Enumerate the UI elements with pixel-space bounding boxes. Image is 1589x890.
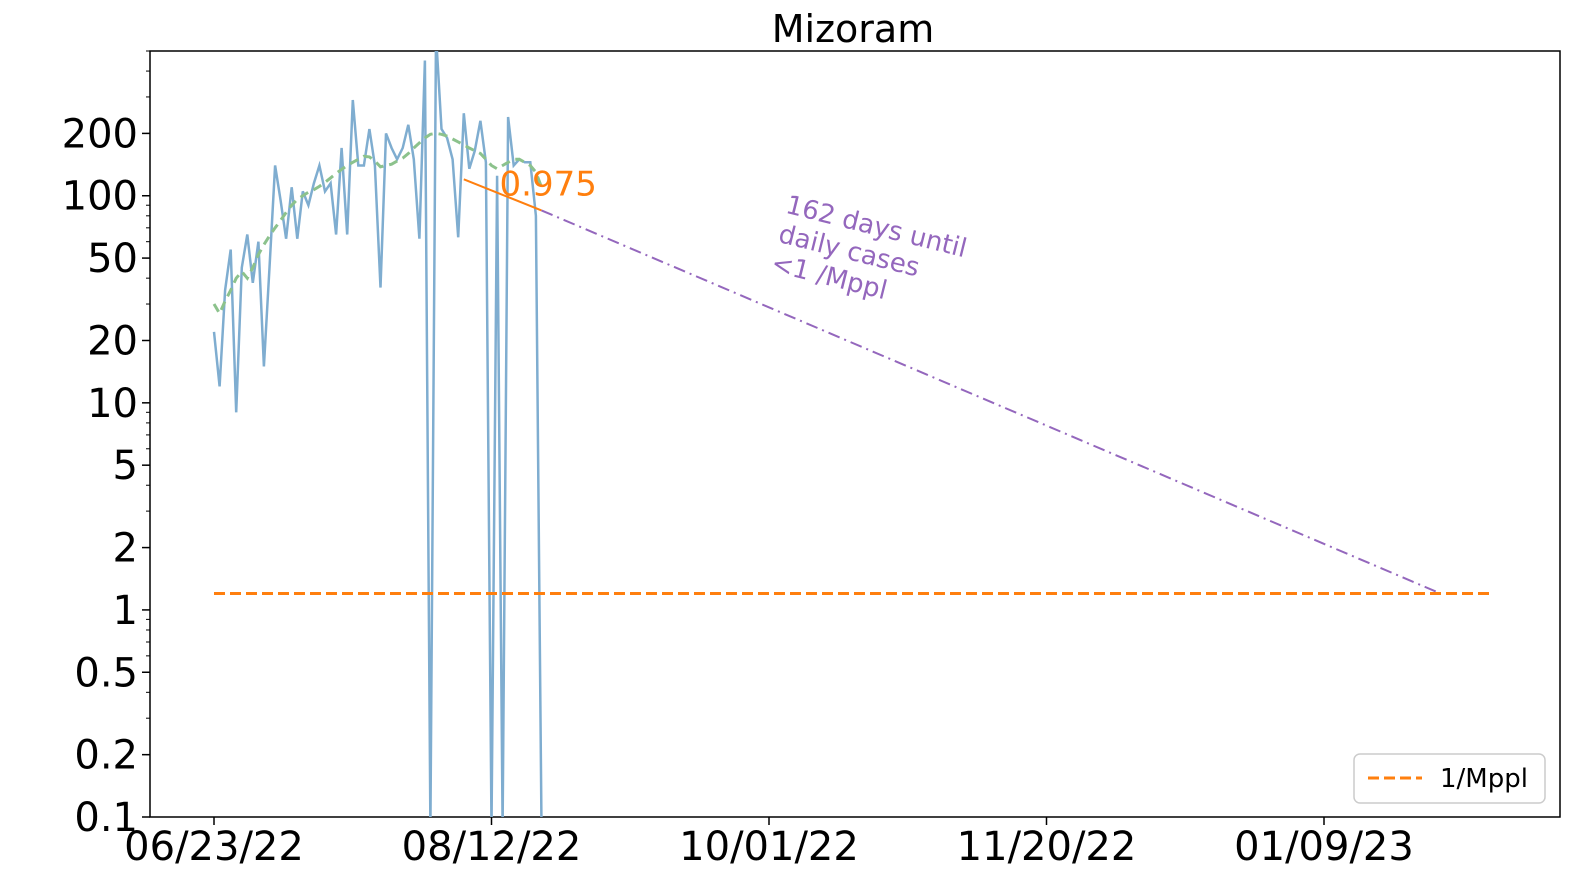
y-tick-label: 0.1 [74, 795, 138, 841]
annotation-layer: 0.975 162 days until daily cases <1 /Mpp… [500, 164, 970, 306]
series-layer [212, 51, 1491, 817]
legend: 1/Mppl [1353, 753, 1546, 804]
trend-ratio-label: 0.975 [500, 164, 597, 204]
x-axis-ticks: 06/23/22 08/12/22 10/01/22 11/20/22 01/09/23 [124, 817, 1414, 870]
series-projection [541, 209, 1441, 595]
y-tick-label: 200 [62, 111, 138, 157]
legend-label-1-mppl: 1/Mppl [1440, 764, 1528, 794]
legend-box [1353, 753, 1546, 804]
x-tick-label: 01/09/23 [1234, 824, 1414, 870]
x-tick-label: 06/23/22 [124, 824, 304, 870]
series-daily-cases [212, 51, 543, 817]
plot-area [149, 50, 1561, 818]
y-tick-label: 0.2 [74, 733, 138, 779]
y-tick-label: 1 [113, 588, 138, 634]
x-tick-label: 10/01/22 [679, 824, 859, 870]
y-tick-label: 2 [113, 526, 138, 572]
y-tick-label: 20 [87, 318, 138, 364]
series-rolling-average [212, 131, 543, 317]
y-tick-label: 0.5 [74, 650, 138, 696]
y-tick-label: 5 [113, 443, 138, 489]
x-tick-label: 11/20/22 [957, 824, 1137, 870]
y-tick-label: 100 [62, 174, 138, 220]
chart-title: Mizoram [772, 7, 934, 51]
y-axis-ticks: 0.1 0.2 0.5 1 2 5 10 20 50 100 200 [62, 50, 150, 841]
x-tick-label: 08/12/22 [402, 824, 582, 870]
series-trend-fit [463, 178, 542, 212]
projection-annotation: 162 days until daily cases <1 /Mppl [768, 190, 969, 306]
y-tick-label: 10 [87, 381, 138, 427]
y-tick-label: 50 [87, 236, 138, 282]
